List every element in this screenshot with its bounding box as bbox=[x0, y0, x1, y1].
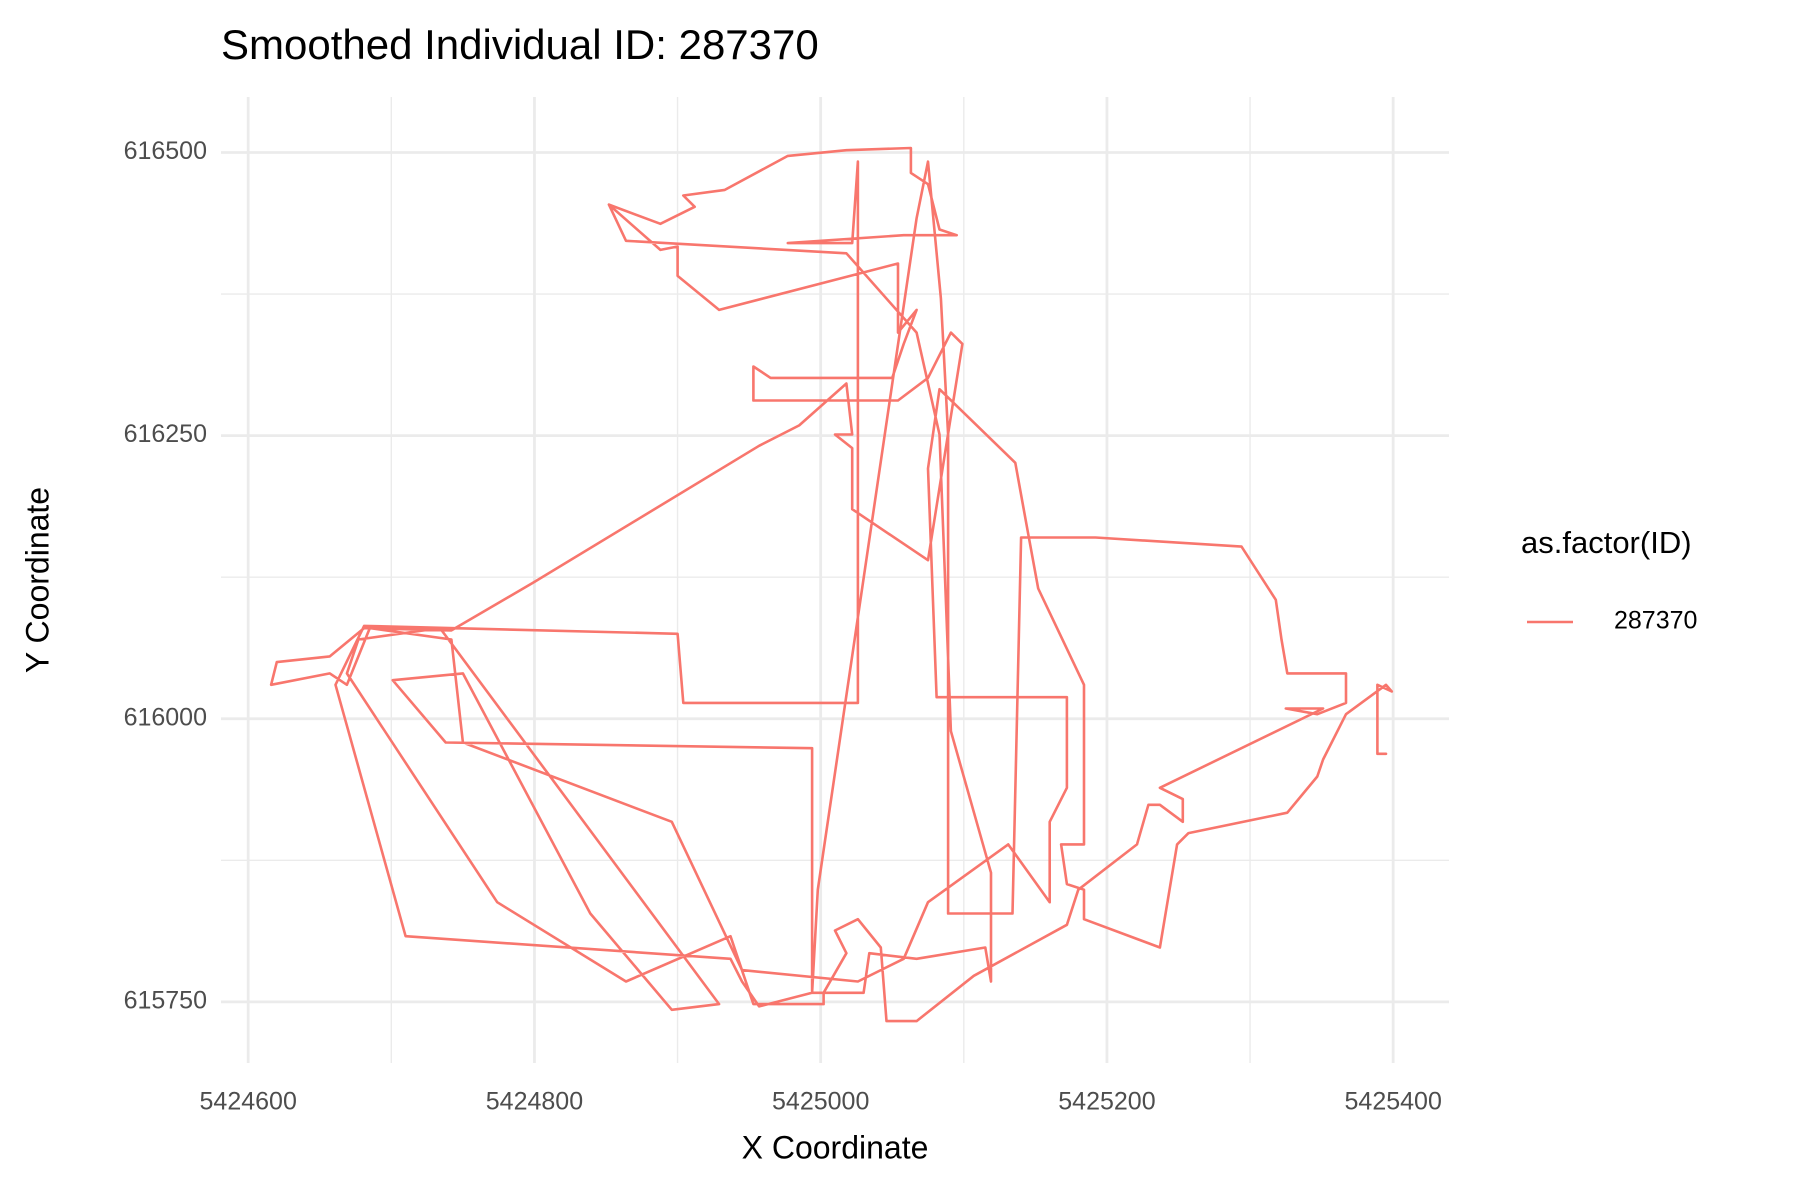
legend-title: as.factor(ID) bbox=[1521, 525, 1692, 560]
y-axis-title: Y Coordinate bbox=[19, 487, 55, 673]
x-tick-label: 5424600 bbox=[200, 1088, 297, 1116]
x-tick-label: 5424800 bbox=[486, 1088, 583, 1116]
chart-title: Smoothed Individual ID: 287370 bbox=[221, 21, 819, 68]
y-tick-label: 615750 bbox=[124, 986, 207, 1014]
x-tick-label: 5425200 bbox=[1058, 1088, 1155, 1116]
y-tick-label: 616000 bbox=[124, 703, 207, 731]
legend-label: 287370 bbox=[1614, 607, 1697, 635]
y-tick-label: 616250 bbox=[124, 420, 207, 448]
x-axis-title: X Coordinate bbox=[742, 1129, 929, 1165]
x-tick-label: 5425400 bbox=[1345, 1088, 1442, 1116]
y-tick-label: 616500 bbox=[124, 137, 207, 165]
x-tick-label: 5425000 bbox=[772, 1088, 869, 1116]
track-line bbox=[269, 146, 1394, 1023]
legend: as.factor(ID) 287370 bbox=[1521, 525, 1697, 634]
